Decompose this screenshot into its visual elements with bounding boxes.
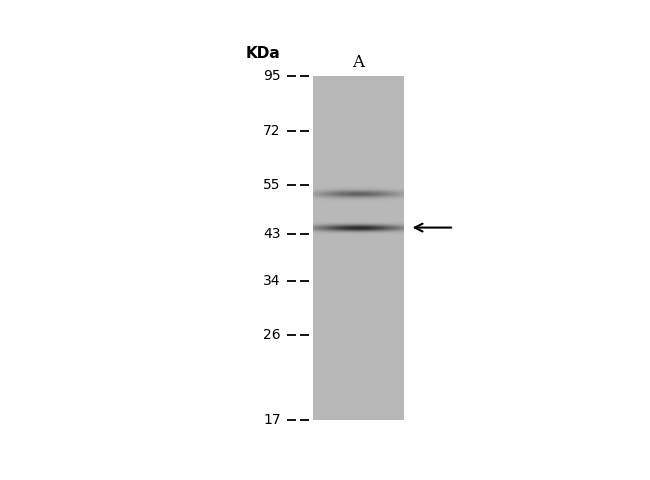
Text: A: A bbox=[352, 54, 364, 71]
Text: 17: 17 bbox=[263, 413, 281, 427]
Text: 43: 43 bbox=[263, 228, 281, 241]
Text: 95: 95 bbox=[263, 69, 281, 83]
Text: 72: 72 bbox=[263, 124, 281, 138]
Text: 34: 34 bbox=[263, 275, 281, 288]
Text: KDa: KDa bbox=[246, 46, 281, 61]
Text: 26: 26 bbox=[263, 328, 281, 342]
Bar bbox=[313, 76, 404, 420]
Text: 55: 55 bbox=[263, 178, 281, 192]
